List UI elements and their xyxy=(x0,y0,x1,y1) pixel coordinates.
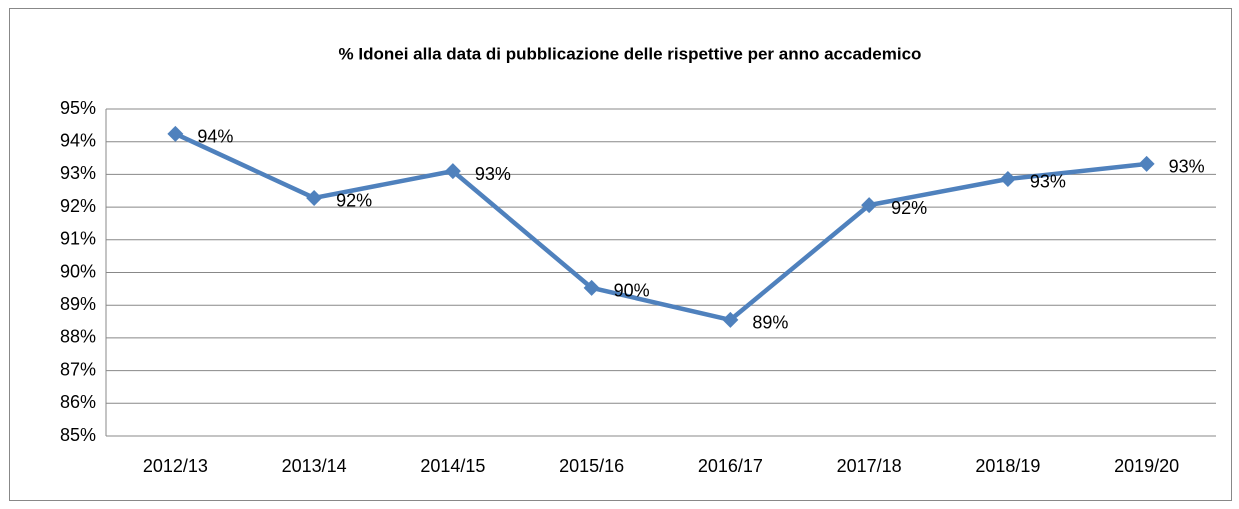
x-tick-label: 2017/18 xyxy=(837,456,902,476)
series-line xyxy=(174,131,1147,323)
y-tick-label: 95% xyxy=(60,98,96,118)
y-tick-label: 90% xyxy=(60,261,96,281)
data-label: 89% xyxy=(752,313,788,333)
point xyxy=(999,170,1016,187)
y-tick-label: 92% xyxy=(60,196,96,216)
data-label: 92% xyxy=(891,198,927,218)
point xyxy=(583,279,600,296)
chart-border xyxy=(9,8,1232,501)
data-label: 90% xyxy=(614,281,650,301)
x-tick-label: 2018/19 xyxy=(975,456,1040,476)
x-tick-label: 2015/16 xyxy=(559,456,624,476)
point xyxy=(167,125,184,142)
y-tick-label: 91% xyxy=(60,229,96,249)
point xyxy=(861,197,878,214)
x-tick-label: 2013/14 xyxy=(282,456,347,476)
x-tick-label: 2014/15 xyxy=(420,456,485,476)
y-tick-label: 86% xyxy=(60,392,96,412)
data-label: 93% xyxy=(475,164,511,184)
data-label: 93% xyxy=(1030,172,1066,192)
point xyxy=(444,163,461,180)
data-label: 92% xyxy=(336,191,372,211)
y-tick-label: 89% xyxy=(60,294,96,314)
point xyxy=(1138,155,1155,172)
data-label: 93% xyxy=(1169,157,1205,177)
y-tick-label: 85% xyxy=(60,425,96,445)
point xyxy=(722,311,739,328)
x-tick-label: 2019/20 xyxy=(1114,456,1179,476)
y-tick-label: 94% xyxy=(60,130,96,150)
chart-title: % Idonei alla data di pubblicazione dell… xyxy=(339,44,922,63)
point xyxy=(306,189,323,206)
data-label: 94% xyxy=(197,127,233,147)
x-tick-label: 2016/17 xyxy=(698,456,763,476)
y-tick-label: 93% xyxy=(60,163,96,183)
y-tick-label: 87% xyxy=(60,359,96,379)
x-tick-label: 2012/13 xyxy=(143,456,208,476)
y-tick-label: 88% xyxy=(60,327,96,347)
